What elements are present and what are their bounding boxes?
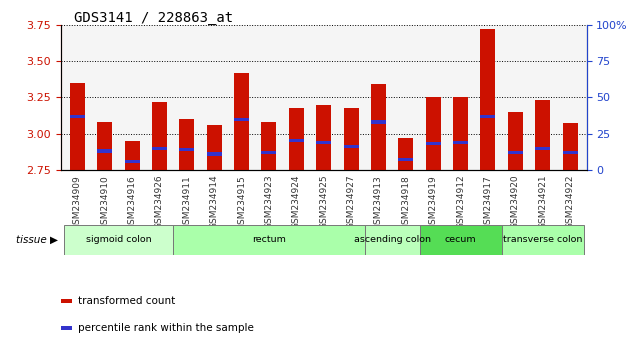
Text: ascending colon: ascending colon (354, 235, 431, 244)
Bar (426, 97, 441, 170)
Text: rectum: rectum (252, 235, 286, 244)
Bar (97, 149, 112, 153)
Bar (173, 225, 365, 255)
Bar (535, 147, 550, 150)
Bar (262, 151, 276, 154)
Bar (289, 108, 304, 170)
Bar (316, 141, 331, 144)
Bar (97, 122, 112, 170)
Text: GDS3141 / 228863_at: GDS3141 / 228863_at (74, 11, 233, 25)
Text: transverse colon: transverse colon (503, 235, 583, 244)
Bar (344, 108, 358, 170)
Bar (535, 100, 550, 170)
Bar (152, 147, 167, 150)
Bar (453, 141, 468, 144)
Bar (426, 142, 441, 145)
Bar (371, 84, 386, 170)
Bar (508, 112, 523, 170)
Bar (398, 138, 413, 170)
Bar (124, 141, 140, 170)
Bar (63, 225, 173, 255)
Bar (563, 151, 578, 154)
Text: cecum: cecum (445, 235, 476, 244)
Bar (70, 115, 85, 118)
Bar (124, 160, 140, 163)
Bar (344, 145, 358, 148)
Bar (563, 124, 578, 170)
Text: percentile rank within the sample: percentile rank within the sample (78, 323, 254, 333)
Bar (234, 118, 249, 121)
Bar (419, 225, 502, 255)
Bar (289, 139, 304, 143)
Bar (481, 115, 495, 118)
Bar (453, 97, 468, 170)
Bar (206, 125, 222, 170)
Text: tissue ▶: tissue ▶ (15, 235, 58, 245)
Bar (502, 225, 584, 255)
Text: transformed count: transformed count (78, 296, 176, 306)
Bar (316, 104, 331, 170)
Bar (179, 148, 194, 151)
Bar (179, 119, 194, 170)
Bar (365, 225, 419, 255)
Bar (70, 83, 85, 170)
Bar (371, 120, 386, 124)
Bar (398, 158, 413, 161)
Bar (481, 29, 495, 170)
Text: sigmoid colon: sigmoid colon (85, 235, 151, 244)
Bar (61, 326, 72, 330)
Bar (152, 102, 167, 170)
Bar (508, 151, 523, 154)
Bar (206, 152, 222, 155)
Bar (61, 299, 72, 303)
Bar (234, 73, 249, 170)
Bar (262, 122, 276, 170)
